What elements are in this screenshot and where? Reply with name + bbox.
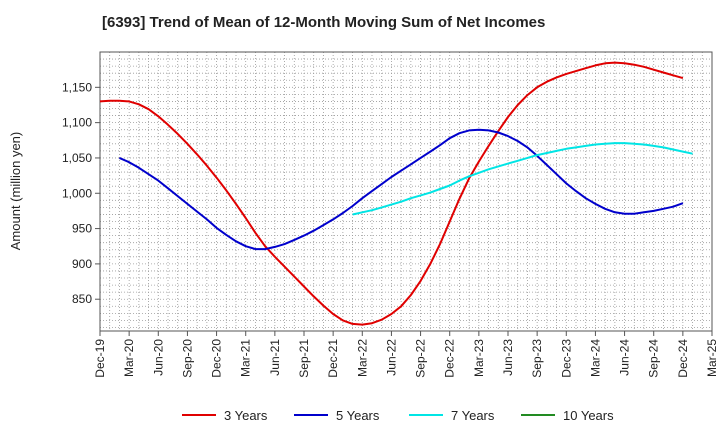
x-tick-label: Jun-22 xyxy=(384,339,398,376)
grid xyxy=(100,51,712,331)
x-tick-label: Dec-19 xyxy=(93,339,107,378)
y-tick-label: 1,000 xyxy=(62,186,92,200)
legend: 3 Years 5 Years 7 Years 10 Years xyxy=(182,408,614,423)
x-tick-label: Mar-20 xyxy=(122,339,136,377)
chart-title: [6393] Trend of Mean of 12-Month Moving … xyxy=(102,14,546,31)
y-tick-label: 950 xyxy=(72,222,92,236)
x-tick-label: Mar-24 xyxy=(588,339,602,377)
x-tick-label: Sep-24 xyxy=(647,339,661,378)
x-tick-label: Dec-23 xyxy=(559,339,573,378)
y-axis-ticks: 850 900 950 1,000 1,050 1,100 1,150 xyxy=(62,80,100,306)
x-tick-label: Dec-21 xyxy=(326,339,340,378)
x-tick-label: Jun-23 xyxy=(501,339,515,376)
x-tick-label: Sep-20 xyxy=(180,339,194,378)
x-tick-label: Mar-21 xyxy=(239,339,253,377)
y-tick-label: 1,150 xyxy=(62,80,92,94)
plot-area-frame xyxy=(99,51,713,332)
x-tick-label: Jun-21 xyxy=(268,339,282,376)
x-tick-label: Dec-22 xyxy=(443,339,457,378)
x-tick-label: Jun-24 xyxy=(618,339,632,376)
y-tick-label: 1,100 xyxy=(62,116,92,130)
x-tick-label: Dec-24 xyxy=(676,339,690,378)
x-tick-label: Mar-23 xyxy=(472,339,486,377)
x-axis-ticks: Dec-19 Mar-20 Jun-20 Sep-20 Dec-20 Mar-21 Jun-… xyxy=(93,331,719,378)
y-axis-label: Amount (million yen) xyxy=(8,132,23,251)
legend-label: 10 Years xyxy=(563,408,614,423)
series-line-7-years xyxy=(352,142,693,216)
series-line-3-years xyxy=(99,61,684,326)
y-tick-label: 850 xyxy=(72,292,92,306)
y-tick-label: 900 xyxy=(72,257,92,271)
x-tick-label: Sep-21 xyxy=(297,339,311,378)
series-lines xyxy=(99,61,693,326)
y-tick-label: 1,050 xyxy=(62,151,92,165)
x-tick-label: Mar-25 xyxy=(705,339,719,377)
x-tick-label: Jun-20 xyxy=(151,339,165,376)
legend-label: 5 Years xyxy=(336,408,380,423)
legend-label: 3 Years xyxy=(224,408,268,423)
x-tick-label: Mar-22 xyxy=(355,339,369,377)
x-tick-label: Dec-20 xyxy=(210,339,224,378)
series-line-5-years xyxy=(118,128,684,251)
x-tick-label: Sep-22 xyxy=(414,339,428,378)
x-tick-label: Sep-23 xyxy=(530,339,544,378)
legend-label: 7 Years xyxy=(451,408,495,423)
